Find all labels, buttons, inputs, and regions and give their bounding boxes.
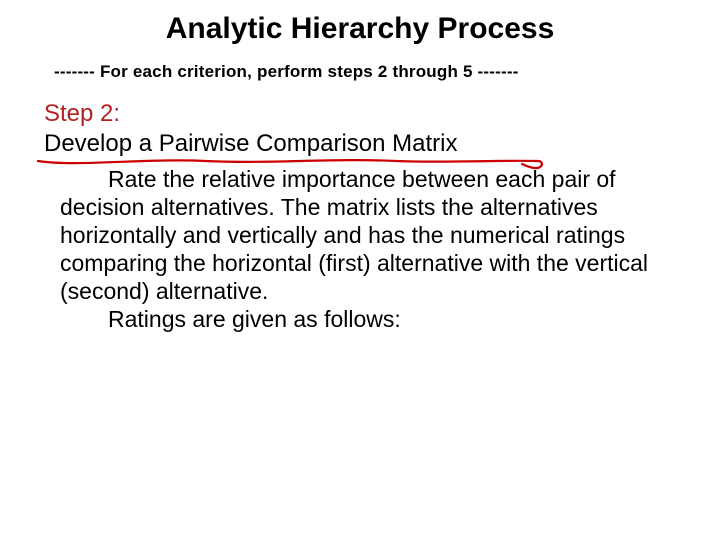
step-number-label: Step 2: <box>44 100 120 128</box>
body-paragraph-2: Ratings are given as follows: <box>108 306 401 332</box>
criterion-loop-note: ------- For each criterion, perform step… <box>54 62 519 82</box>
slide: Analytic Hierarchy Process ------- For e… <box>0 0 720 540</box>
step-body: Rate the relative importance between eac… <box>60 165 650 333</box>
step-title: Develop a Pairwise Comparison Matrix <box>44 130 457 158</box>
page-title: Analytic Hierarchy Process <box>0 12 720 46</box>
body-paragraph-1: Rate the relative importance between eac… <box>60 166 648 304</box>
